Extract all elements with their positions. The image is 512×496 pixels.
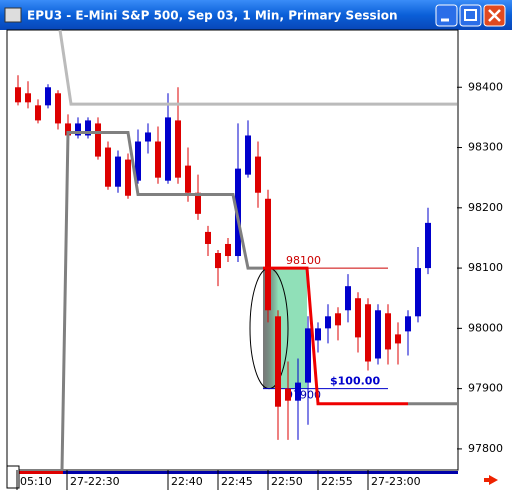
target-label: 98100: [286, 254, 321, 267]
candle-body: [155, 141, 161, 178]
candle-body: [25, 93, 31, 103]
candle-body: [65, 123, 71, 136]
scroll-arrow[interactable]: [484, 475, 498, 485]
y-tick-label: 98100: [468, 261, 503, 274]
y-tick-label: 97900: [468, 382, 503, 395]
candle-body: [375, 310, 381, 359]
candle-body: [275, 316, 281, 407]
scroll-handle[interactable]: [6, 465, 20, 489]
x-tick-label: 22:40: [171, 475, 203, 488]
candle-body: [175, 120, 181, 178]
candle-body: [125, 159, 131, 196]
x-tick-label: 22:55: [321, 475, 353, 488]
candle-body: [255, 156, 261, 193]
y-tick-label: 98200: [468, 201, 503, 214]
candle-body: [145, 132, 151, 142]
indicator-line: [263, 266, 408, 406]
candle-body: [285, 388, 291, 401]
candle-body: [405, 316, 411, 332]
candle-body: [135, 141, 141, 181]
y-tick-label: 98000: [468, 321, 503, 334]
candle-body: [45, 87, 51, 106]
y-tick-label: 98300: [468, 141, 503, 154]
indicator-line: [60, 130, 263, 471]
title-bar: [0, 0, 512, 30]
candle-body: [225, 243, 231, 257]
app-icon: [4, 7, 22, 23]
candle-body: [35, 105, 41, 121]
candle-body: [165, 117, 171, 181]
indicator-line: [58, 29, 457, 106]
window-title: EPU3 - E-Mini S&P 500, Sep 03, 1 Min, Pr…: [27, 9, 398, 23]
x-tick-label: 27-23:00: [371, 475, 421, 488]
candle-body: [295, 382, 301, 401]
candle-body: [95, 123, 101, 157]
candle-body: [245, 135, 251, 175]
maximize-button[interactable]: [459, 4, 482, 27]
scroll-thumb[interactable]: [8, 471, 63, 474]
candle-body: [15, 87, 21, 103]
minimize-button[interactable]: [435, 4, 458, 27]
candle-body: [325, 316, 331, 329]
candle-body: [305, 328, 311, 383]
candle-body: [365, 304, 371, 362]
candle-body: [195, 192, 201, 214]
y-tick-label: 97800: [468, 442, 503, 455]
candle-body: [335, 313, 341, 326]
candle-body: [415, 268, 421, 317]
y-tick-label: 98400: [468, 80, 503, 93]
profit-label: $100.00: [330, 375, 380, 388]
entry-label: 97900: [286, 389, 321, 402]
candle-body: [215, 253, 221, 269]
candle-body: [315, 328, 321, 341]
candle-body: [425, 222, 431, 269]
scroll-bar[interactable]: [7, 471, 458, 474]
x-tick-label: 22:50: [271, 475, 303, 488]
candle-body: [185, 165, 191, 193]
candle-body: [115, 156, 121, 187]
candle-body: [265, 198, 271, 311]
candle-body: [85, 120, 91, 136]
window-buttons[interactable]: [435, 4, 506, 27]
candle-body: [55, 93, 61, 124]
x-tick-label: 27-22:30: [70, 475, 120, 488]
candle-body: [345, 286, 351, 311]
candle-body: [355, 298, 361, 338]
x-tick-label: 22:45: [221, 475, 253, 488]
candle-body: [75, 123, 81, 136]
candle-body: [395, 334, 401, 344]
x-tick-label: 05:10: [20, 475, 52, 488]
candle-body: [205, 231, 211, 244]
candle-body: [105, 147, 111, 187]
candle-body: [385, 313, 391, 350]
